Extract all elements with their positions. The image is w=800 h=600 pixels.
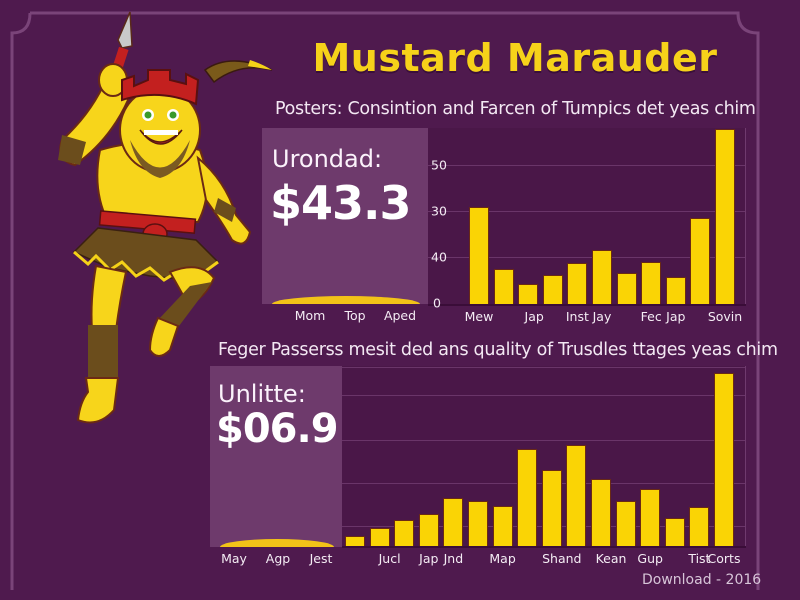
bar: [517, 449, 538, 546]
x-tick-label: Jap: [419, 551, 439, 566]
bar: [714, 373, 734, 546]
bar: [468, 501, 488, 546]
gridline: [342, 440, 745, 441]
kpi-1-xlabel: Mom: [294, 308, 326, 323]
bar: [469, 207, 489, 304]
kpi-2-sparkline: [220, 539, 334, 547]
bar: [492, 506, 513, 546]
x-tick-label: Mew: [464, 309, 494, 324]
gridline: [342, 395, 745, 396]
bar: [443, 498, 464, 546]
warrior-mascot-icon: [58, 11, 273, 424]
bar: [541, 470, 562, 546]
bar: [369, 528, 390, 546]
kpi-1-value: $43.3: [270, 176, 412, 230]
bar: [518, 284, 539, 304]
gridline: [428, 257, 745, 258]
y-tick-label: 50: [431, 157, 447, 173]
bar: [542, 275, 563, 304]
x-tick-label: Sovin: [707, 309, 743, 324]
kpi-1-sparkline: [272, 296, 420, 304]
bar: [689, 507, 710, 546]
bar: [641, 262, 662, 304]
bar: [394, 520, 415, 546]
bar: [640, 489, 661, 546]
kpi-1-label: Urondad:: [272, 145, 383, 173]
x-tick-label: Jnd: [443, 551, 464, 566]
kpi-2-xlabel: Agp: [265, 551, 291, 566]
bar: [616, 273, 637, 304]
x-tick-label: Tist: [688, 551, 711, 566]
footer-text: Download - 2016: [642, 572, 762, 588]
kpi-card-1: Urondad: $43.3: [262, 128, 428, 304]
chart-1-baseline: [428, 304, 746, 306]
chart-2-subtitle: Feger Passerss mesit ded ans quality of …: [218, 340, 778, 360]
x-tick-label: Corts: [707, 551, 741, 566]
bar: [567, 263, 588, 304]
kpi-1-xlabel: Top: [344, 308, 366, 323]
bar: [664, 518, 685, 546]
y-tick-label: 0: [433, 295, 441, 311]
kpi-2-label: Unlitte:: [218, 380, 306, 408]
bar: [665, 276, 686, 304]
kpi-2-xlabel: May: [221, 551, 247, 566]
bar: [345, 536, 365, 546]
y-tick-label: 40: [431, 249, 447, 265]
kpi-2-xlabel: Jest: [309, 551, 333, 566]
gridline: [428, 165, 745, 166]
x-tick-label: Inst: [565, 309, 589, 324]
x-tick-label: Shand: [542, 551, 582, 566]
bar: [566, 445, 587, 546]
page-title: Mustard Marauder: [312, 36, 718, 80]
x-tick-label: Jucl: [378, 551, 401, 566]
bar: [418, 514, 439, 546]
x-tick-label: Map: [489, 551, 516, 566]
bar: [690, 217, 711, 304]
x-tick-label: Jay: [592, 309, 612, 324]
bar: [592, 250, 612, 304]
kpi-2-value: $06.9: [216, 406, 339, 452]
x-tick-label: Jap: [524, 309, 544, 324]
y-tick-label: 30: [431, 203, 447, 219]
x-tick-label: Gup: [637, 551, 663, 566]
bar: [493, 269, 514, 304]
kpi-card-2: Unlitte: $06.9: [210, 366, 342, 547]
gridline: [428, 211, 745, 212]
x-tick-label: Jap: [666, 309, 686, 324]
chart-1-subtitle: Posters: Consintion and Farcen of Tumpic…: [275, 99, 756, 119]
chart-2-baseline: [342, 546, 746, 548]
gridline: [342, 367, 745, 368]
bar: [615, 501, 636, 546]
x-tick-label: Fec: [640, 309, 662, 324]
bar: [715, 129, 735, 304]
x-tick-label: Kean: [595, 551, 627, 566]
bar: [591, 479, 611, 546]
kpi-1-xlabel: Aped: [383, 308, 417, 323]
